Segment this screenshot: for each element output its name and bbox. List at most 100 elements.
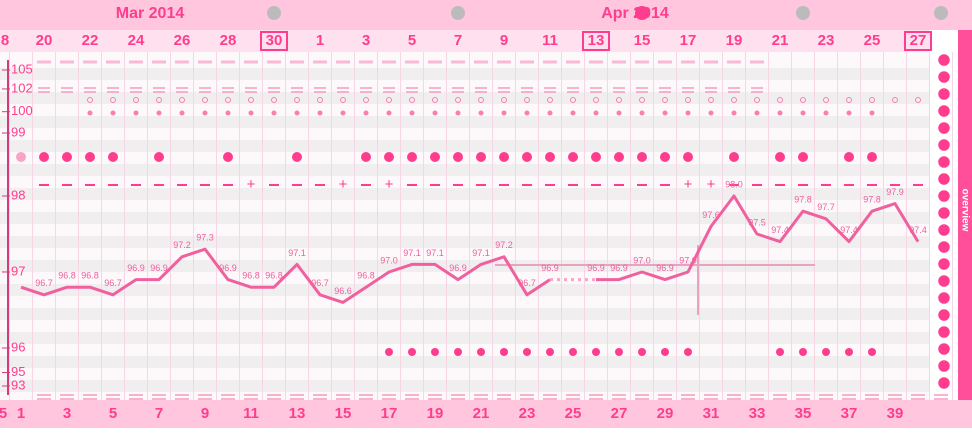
symbol-small xyxy=(455,97,461,103)
symbol-dot xyxy=(799,348,807,356)
value-label: 97.5 xyxy=(748,217,766,227)
y-tick-label: 102 xyxy=(11,80,33,95)
side-icon xyxy=(938,122,950,134)
side-icon xyxy=(938,139,950,151)
moon xyxy=(451,6,465,20)
symbol-small-dot xyxy=(754,110,760,116)
symbol-dot xyxy=(16,152,26,162)
value-label: 98.0 xyxy=(725,179,743,189)
symbol-small xyxy=(110,97,116,103)
date-label: 8 xyxy=(1,32,9,49)
symbol-dot xyxy=(154,152,164,162)
value-label: 97.2 xyxy=(495,240,513,250)
side-icon xyxy=(938,309,950,321)
symbol-small xyxy=(708,97,714,103)
symbol-small xyxy=(432,97,438,103)
y-tick-label: 96 xyxy=(11,339,25,354)
value-label: 97.2 xyxy=(173,240,191,250)
symbol-small xyxy=(616,97,622,103)
x-tick-label: 3 xyxy=(63,405,71,422)
symbol-dot xyxy=(477,348,485,356)
symbol-small-dot xyxy=(685,110,691,116)
symbol-small xyxy=(869,97,875,103)
x-tick-label: 11 xyxy=(243,405,259,422)
symbol-dot xyxy=(108,152,118,162)
x-tick-label: 1 xyxy=(17,405,25,422)
moon xyxy=(934,6,948,20)
value-label: 97.4 xyxy=(840,225,858,235)
symbol-plus: + xyxy=(339,176,348,193)
symbol-dot xyxy=(384,152,394,162)
value-label: 96.9 xyxy=(219,263,237,273)
x-tick-label: 31 xyxy=(703,405,720,422)
symbol-small-dot xyxy=(409,110,415,116)
stripe xyxy=(0,332,930,344)
date-label: 9 xyxy=(500,32,508,49)
symbol-small-dot xyxy=(294,110,300,116)
symbol-dot xyxy=(867,152,877,162)
value-label: 96.9 xyxy=(449,263,467,273)
symbol-small-dot xyxy=(708,110,714,116)
stripe xyxy=(0,356,930,368)
overview-tab[interactable] xyxy=(958,30,972,400)
value-label: 96.8 xyxy=(357,271,375,281)
side-icon xyxy=(938,275,950,287)
symbol-small xyxy=(524,97,530,103)
x-tick-label: 37 xyxy=(841,405,858,422)
symbol-small xyxy=(294,97,300,103)
side-icon xyxy=(938,54,950,66)
symbol-dot xyxy=(592,348,600,356)
side-icon xyxy=(938,207,950,219)
x-tick-label: 17 xyxy=(381,405,398,422)
y-tick-label: 105 xyxy=(11,61,33,76)
stripe xyxy=(0,308,930,320)
symbol-dot xyxy=(546,348,554,356)
value-label: 97.1 xyxy=(426,248,444,258)
symbol-dot xyxy=(522,152,532,162)
month-label: Mar 2014 xyxy=(116,5,185,22)
symbol-small xyxy=(846,97,852,103)
symbol-dot xyxy=(775,152,785,162)
symbol-small xyxy=(662,97,668,103)
value-label: 97.9 xyxy=(886,187,904,197)
symbol-small-dot xyxy=(179,110,185,116)
symbol-small xyxy=(570,97,576,103)
tab-label[interactable]: overview xyxy=(959,189,970,232)
x-tick-label: 7 xyxy=(155,405,163,422)
symbol-dot xyxy=(500,348,508,356)
value-label: 97.8 xyxy=(794,195,812,205)
date-label: 22 xyxy=(82,32,99,49)
symbol-small-dot xyxy=(869,110,875,116)
value-label: 97.4 xyxy=(771,225,789,235)
date-label: 11 xyxy=(542,32,558,49)
symbol-small-dot xyxy=(570,110,576,116)
stripe xyxy=(0,212,930,224)
value-label: 97.7 xyxy=(817,202,835,212)
symbol-small xyxy=(915,97,921,103)
x-tick-label: 23 xyxy=(519,405,536,422)
value-label: 97.6 xyxy=(702,210,720,220)
value-label: 96.8 xyxy=(242,271,260,281)
date-label: 19 xyxy=(726,32,743,49)
symbol-small xyxy=(754,97,760,103)
value-label: 96.7 xyxy=(518,278,536,288)
symbol-small xyxy=(800,97,806,103)
y-tick-label: 100 xyxy=(11,103,33,118)
date-label: 1 xyxy=(316,32,324,49)
x-tick-label: 21 xyxy=(473,405,490,422)
symbol-small-dot xyxy=(133,110,139,116)
side-icon xyxy=(938,326,950,338)
value-label: 96.9 xyxy=(656,263,674,273)
x-tick-label: 39 xyxy=(887,405,904,422)
day-bar xyxy=(0,400,972,428)
symbol-small-dot xyxy=(593,110,599,116)
moon xyxy=(267,6,281,20)
date-label: 28 xyxy=(220,32,237,49)
value-label: 97.1 xyxy=(472,248,490,258)
symbol-dot xyxy=(637,152,647,162)
symbol-small-dot xyxy=(317,110,323,116)
day-label: 5 xyxy=(0,405,7,422)
symbol-dot xyxy=(523,348,531,356)
date-label: 23 xyxy=(818,32,835,49)
